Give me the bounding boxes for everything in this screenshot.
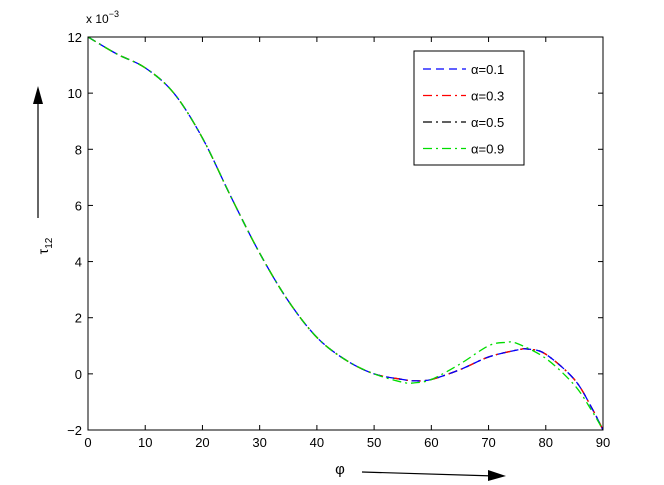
y-tick-label: 4 [75, 255, 82, 270]
x-tick-label: 50 [367, 435, 381, 450]
x-tick-label: 10 [138, 435, 152, 450]
y-tick-label: 6 [75, 198, 82, 213]
y-axis-arrowhead [33, 86, 43, 104]
y-tick-label: 8 [75, 142, 82, 157]
legend-label: α=0.1 [471, 62, 504, 77]
x-axis-label-arrow [361, 471, 496, 477]
y-axis-label-group: τ12 [33, 86, 55, 254]
x-axis-arrowhead [488, 470, 506, 481]
x-tick-label: 80 [539, 435, 553, 450]
series-line-0-9 [87, 36, 604, 431]
y-tick-label: 0 [75, 367, 82, 382]
y-axis-label: τ12 [35, 237, 55, 254]
x-tick-label: 70 [481, 435, 495, 450]
y-tick-label: −2 [67, 423, 82, 438]
x-tick-label: 0 [84, 435, 91, 450]
legend: α=0.1 α=0.3 α=0.5 α=0.9 [413, 50, 525, 166]
plot-background [88, 37, 603, 430]
x-tick-label: 60 [424, 435, 438, 450]
legend-label: α=0.3 [471, 89, 504, 104]
x-tick-label: 30 [252, 435, 266, 450]
series-layer [87, 36, 604, 431]
x-tick-label: 40 [310, 435, 324, 450]
legend-label: α=0.9 [471, 142, 504, 157]
plot-area [88, 37, 603, 430]
x-axis-label: φ [335, 461, 345, 478]
axes-frame [87, 36, 604, 431]
x-tick-label: 20 [195, 435, 209, 450]
x-axis-label-group: φ [335, 461, 506, 481]
y-tick-label: 12 [68, 30, 82, 45]
y-tick-label: 10 [68, 86, 82, 101]
legend-label: α=0.5 [471, 115, 504, 130]
series-line-0-1 [87, 36, 604, 431]
y-tick-label: 2 [75, 311, 82, 326]
legend-box [413, 50, 525, 166]
x-tick-label: 90 [596, 435, 610, 450]
y-multiplier-label: x 10−3 [86, 9, 119, 26]
